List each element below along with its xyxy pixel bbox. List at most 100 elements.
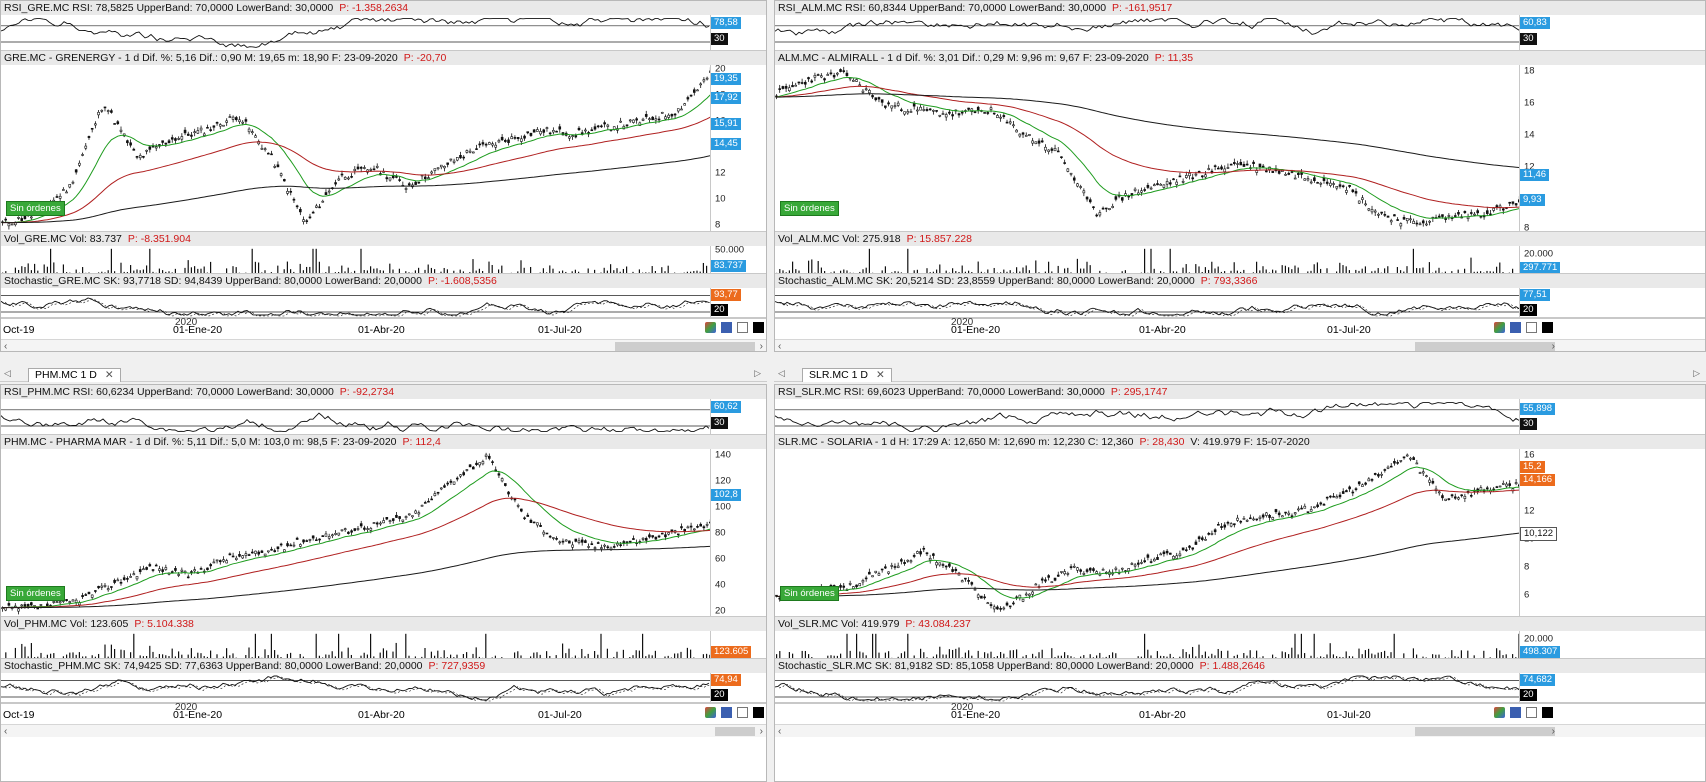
volume-bar: [961, 657, 963, 658]
scroll-thumb[interactable]: [1415, 727, 1555, 736]
candle-body: [1012, 602, 1015, 605]
palette-icon[interactable]: [705, 322, 716, 333]
horizontal-scrollbar[interactable]: ‹ ›: [775, 724, 1705, 737]
candle-body: [900, 559, 903, 562]
volume-pane: Vol_PHM.MC Vol: 123.605 P: 5.104.338 123.…: [1, 617, 766, 659]
volume-bar: [1064, 268, 1066, 273]
volume-bar: [1256, 261, 1258, 273]
horizontal-scrollbar[interactable]: ‹ ›: [1, 339, 766, 352]
chart-window-alm[interactable]: RSI_ALM.MC RSI: 60,8344 UpperBand: 70,00…: [774, 0, 1706, 352]
color-square-icon[interactable]: [1542, 322, 1553, 333]
volume-plot[interactable]: [1, 246, 710, 273]
scroll-right-icon[interactable]: ›: [759, 726, 763, 737]
volume-pane: Vol_GRE.MC Vol: 83.737 P: -8.351.904 50.0…: [1, 232, 766, 274]
volume-bar: [1176, 271, 1178, 273]
horizontal-scrollbar[interactable]: ‹ ›: [775, 339, 1705, 352]
tab-phm[interactable]: PHM.MC 1 D ✕: [28, 368, 121, 382]
scroll-left-icon[interactable]: ‹: [4, 726, 8, 737]
stochastic-plot[interactable]: [775, 673, 1519, 702]
candle-body: [1412, 457, 1415, 460]
tab-scroll-left-icon[interactable]: ◁: [4, 368, 11, 378]
volume-bar: [686, 271, 688, 273]
volume-bar: [517, 651, 519, 658]
tab-scroll-left-icon[interactable]: ◁: [778, 368, 785, 378]
volume-bar: [533, 652, 535, 658]
volume-plot[interactable]: [775, 246, 1519, 273]
candle-body: [1450, 494, 1454, 497]
pin-icon[interactable]: [737, 322, 748, 333]
date-label: 01-Abr-20: [1139, 324, 1186, 336]
volume-bar: [1204, 651, 1206, 658]
price-tick: 60: [715, 553, 726, 565]
rsi-plot[interactable]: [775, 15, 1519, 50]
candle-body: [539, 525, 542, 527]
volume-bar: [520, 260, 522, 273]
rsi-pane: RSI_SLR.MC RSI: 69,6023 UpperBand: 70,00…: [775, 385, 1705, 435]
volume-bar: [1064, 652, 1066, 658]
volume-bar: [338, 271, 340, 273]
chart-window-gre[interactable]: RSI_GRE.MC RSI: 78,5825 UpperBand: 70,00…: [0, 0, 767, 352]
price-plot[interactable]: Sin órdenes: [1, 449, 710, 616]
rsi-plot[interactable]: [1, 15, 710, 50]
scroll-thumb[interactable]: [715, 727, 755, 736]
tab-close-icon[interactable]: ✕: [875, 369, 885, 381]
palette-icon[interactable]: [1494, 707, 1505, 718]
volume-bar: [680, 651, 682, 658]
scroll-right-icon[interactable]: ›: [759, 341, 763, 352]
tab-scroll-right-icon[interactable]: ▷: [1693, 368, 1700, 378]
price-axis: 16 14 12 10 8 6 15,2 14,166 10,122: [1519, 449, 1558, 616]
pin-icon[interactable]: [1526, 322, 1537, 333]
scroll-thumb[interactable]: [1415, 342, 1555, 351]
scroll-left-icon[interactable]: ‹: [778, 341, 782, 352]
volume-bar: [1099, 270, 1101, 273]
volume-bar: [472, 259, 474, 273]
chart-window-phm[interactable]: RSI_PHM.MC RSI: 60,6234 UpperBand: 70,00…: [0, 384, 767, 782]
tab-slr[interactable]: SLR.MC 1 D ✕: [802, 368, 892, 382]
save-icon[interactable]: [721, 707, 732, 718]
chart-window-slr[interactable]: RSI_SLR.MC RSI: 69,6023 UpperBand: 70,00…: [774, 384, 1706, 782]
scroll-right-icon[interactable]: ›: [1551, 341, 1555, 352]
volume-bar: [1406, 266, 1408, 273]
candle-body: [1053, 577, 1057, 581]
palette-icon[interactable]: [705, 707, 716, 718]
volume-bar: [1172, 657, 1174, 658]
volume-bar: [1473, 655, 1475, 658]
color-square-icon[interactable]: [753, 322, 764, 333]
rsi-plot[interactable]: [775, 399, 1519, 434]
palette-icon[interactable]: [1494, 322, 1505, 333]
volume-bar: [312, 248, 314, 273]
save-icon[interactable]: [1510, 707, 1521, 718]
save-icon[interactable]: [721, 322, 732, 333]
pin-icon[interactable]: [1526, 707, 1537, 718]
rsi-plot[interactable]: [1, 399, 710, 434]
pin-icon[interactable]: [737, 707, 748, 718]
volume-bar: [843, 269, 845, 273]
price-plot[interactable]: Sin órdenes: [775, 449, 1519, 616]
stochastic-plot[interactable]: [1, 673, 710, 702]
horizontal-scrollbar[interactable]: ‹ ›: [1, 724, 766, 737]
candle-body: [1402, 217, 1406, 220]
candle-body: [161, 569, 164, 572]
volume-plot[interactable]: [1, 631, 710, 658]
scroll-right-icon[interactable]: ›: [1551, 726, 1555, 737]
volume-bar: [1057, 655, 1059, 658]
volume-bar: [427, 264, 429, 273]
candle-body: [292, 198, 296, 201]
candle-body: [1364, 203, 1367, 206]
tab-scroll-right-icon[interactable]: ▷: [754, 368, 761, 378]
volume-bar: [1444, 271, 1446, 273]
volume-plot[interactable]: [775, 631, 1519, 658]
price-plot[interactable]: Sin órdenes: [775, 65, 1519, 231]
stochastic-plot[interactable]: [1, 288, 710, 317]
stochastic-plot[interactable]: [775, 288, 1519, 317]
price-pane: GRE.MC - GRENERGY - 1 d Dif. %: 5,16 Dif…: [1, 51, 766, 232]
candle-body: [55, 601, 59, 603]
scroll-thumb[interactable]: [615, 342, 755, 351]
color-square-icon[interactable]: [1542, 707, 1553, 718]
save-icon[interactable]: [1510, 322, 1521, 333]
scroll-left-icon[interactable]: ‹: [4, 341, 8, 352]
tab-close-icon[interactable]: ✕: [104, 369, 114, 381]
scroll-left-icon[interactable]: ‹: [778, 726, 782, 737]
color-square-icon[interactable]: [753, 707, 764, 718]
price-plot[interactable]: Sin órdenes: [1, 65, 710, 231]
